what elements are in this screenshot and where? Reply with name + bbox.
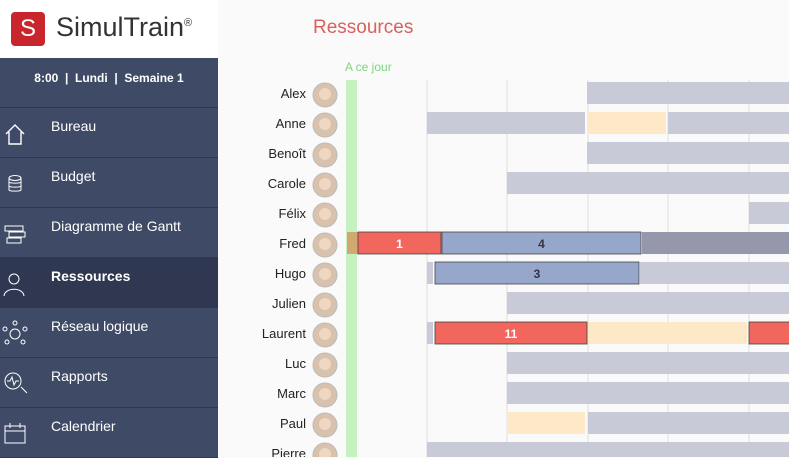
logo-name: SimulTrain® bbox=[56, 12, 192, 43]
menu-icon bbox=[5, 124, 25, 145]
menu-item[interactable]: Réseau logique bbox=[0, 308, 218, 358]
task-bar bbox=[427, 262, 433, 284]
sidebar: S SimulTrain® 8:00 | Lundi | Semaine 1 B… bbox=[0, 0, 218, 458]
task-label: 4 bbox=[538, 237, 545, 251]
resource-name: Félix bbox=[279, 206, 307, 221]
task-bar bbox=[588, 412, 789, 434]
task-bar bbox=[434, 321, 588, 345]
page-title: Ressources bbox=[313, 17, 413, 38]
avatar-face bbox=[319, 418, 331, 430]
task-bar bbox=[507, 382, 789, 404]
task-bar bbox=[507, 292, 789, 314]
menu-item[interactable]: Rapports bbox=[0, 358, 218, 408]
menu-label: Budget bbox=[51, 168, 96, 184]
task-bar bbox=[427, 112, 585, 134]
menu-item[interactable]: Diagramme de Gantt bbox=[0, 208, 218, 258]
menu-icon bbox=[4, 423, 26, 444]
avatar-face bbox=[319, 148, 331, 160]
avatar-face bbox=[319, 268, 331, 280]
resource-chart: Ressources A ce jour Alex Anne Benoît Carole F… bbox=[262, 17, 789, 457]
task-bar bbox=[427, 442, 789, 457]
task-bar bbox=[357, 231, 442, 255]
task-bar bbox=[441, 231, 642, 255]
resource-name: Alex bbox=[281, 86, 307, 101]
avatar-face bbox=[319, 208, 331, 220]
resource-name: Benoît bbox=[268, 146, 306, 161]
avatar-face bbox=[319, 358, 331, 370]
resource-name: Hugo bbox=[275, 266, 306, 281]
task-bar bbox=[640, 262, 789, 284]
task-bar bbox=[434, 261, 640, 285]
task-bar bbox=[749, 202, 789, 224]
menu-label: Diagramme de Gantt bbox=[51, 218, 181, 234]
menu-icon bbox=[2, 320, 28, 345]
menu-icon bbox=[8, 175, 22, 192]
menu-label: Rapports bbox=[51, 368, 108, 384]
status-bar: 8:00 | Lundi | Semaine 1 bbox=[0, 58, 218, 108]
task-bar bbox=[642, 232, 789, 254]
task-bar bbox=[427, 322, 433, 344]
resource-name: Carole bbox=[268, 176, 306, 191]
menu-label: Bureau bbox=[51, 118, 97, 134]
task-label: 1 bbox=[396, 237, 403, 251]
resource-name: Anne bbox=[276, 116, 306, 131]
resource-name: Fred bbox=[279, 236, 306, 251]
today-line bbox=[346, 80, 357, 457]
task-bar bbox=[588, 322, 747, 344]
logo-mark: S bbox=[11, 12, 45, 46]
menu: Bureau Budget Diagramme de Gantt Ressources… bbox=[0, 108, 218, 458]
logo: S SimulTrain® bbox=[0, 0, 218, 58]
avatar-face bbox=[319, 238, 331, 250]
resource-name: Julien bbox=[272, 296, 306, 311]
resource-name: Laurent bbox=[262, 326, 306, 341]
task-bar bbox=[507, 352, 789, 374]
task-bar bbox=[507, 412, 585, 434]
avatar-face bbox=[319, 298, 331, 310]
menu-icon bbox=[4, 372, 28, 394]
menu-item[interactable]: Ressources bbox=[0, 258, 218, 308]
today-label: A ce jour bbox=[345, 60, 392, 74]
task-bar bbox=[588, 112, 666, 134]
task-bar bbox=[507, 172, 789, 194]
task-bar bbox=[668, 112, 789, 134]
task-bar bbox=[347, 232, 358, 254]
task-bar bbox=[748, 321, 789, 345]
resource-name: Marc bbox=[277, 386, 306, 401]
task-label: 11 bbox=[505, 327, 518, 341]
menu-label: Calendrier bbox=[51, 418, 116, 434]
logo-text: SimulTrain bbox=[56, 12, 185, 42]
menu-icon bbox=[4, 225, 26, 244]
task-label: 3 bbox=[534, 267, 541, 281]
menu-item[interactable]: Calendrier bbox=[0, 408, 218, 458]
avatar-face bbox=[319, 388, 331, 400]
avatar-face bbox=[319, 178, 331, 190]
menu-item[interactable]: Bureau bbox=[0, 108, 218, 158]
avatar-face bbox=[319, 118, 331, 130]
resource-name: Paul bbox=[280, 416, 306, 431]
task-bar bbox=[587, 82, 789, 104]
avatar-face bbox=[319, 328, 331, 340]
resource-name: Luc bbox=[285, 356, 306, 371]
resource-name: Pierre bbox=[271, 446, 306, 457]
logo-registered: ® bbox=[184, 17, 193, 29]
avatar-face bbox=[319, 88, 331, 100]
menu-label: Ressources bbox=[51, 268, 131, 284]
menu-icon bbox=[3, 273, 25, 297]
menu-item[interactable]: Budget bbox=[0, 158, 218, 208]
menu-label: Réseau logique bbox=[51, 318, 149, 334]
task-bar bbox=[587, 142, 789, 164]
avatar-face bbox=[319, 448, 331, 457]
